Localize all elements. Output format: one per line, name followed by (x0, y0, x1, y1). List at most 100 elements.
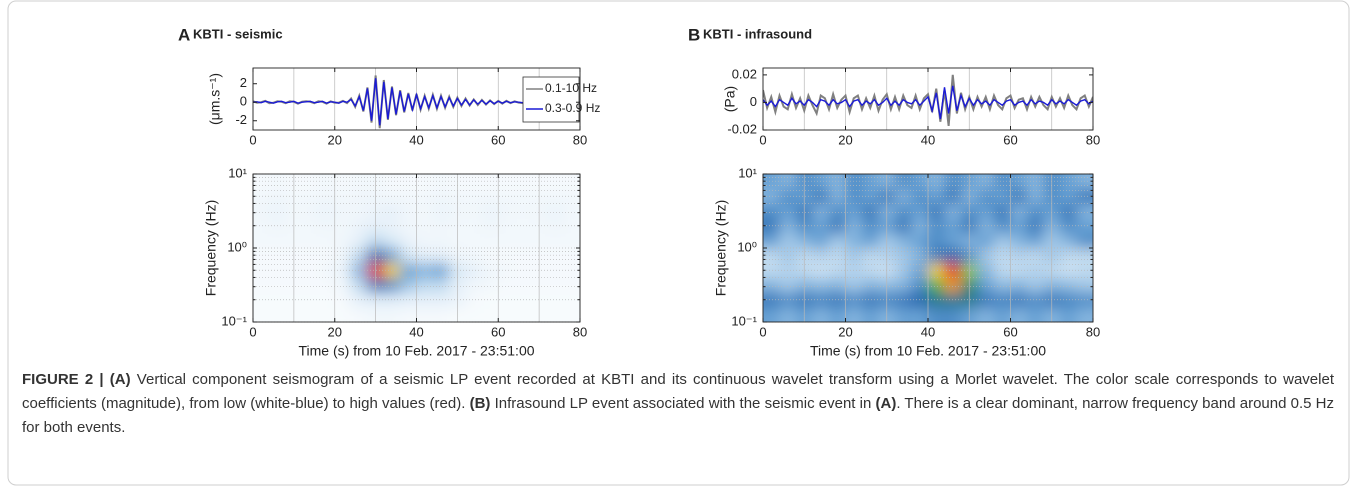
heatmap-cell (481, 307, 499, 322)
heatmap-cell (944, 248, 962, 264)
heatmap-cell (498, 233, 516, 249)
heatmap-cell (812, 277, 830, 293)
x-tick-label: 20 (838, 324, 852, 339)
y-tick-label: 2 (240, 75, 247, 90)
heatmap-cell (351, 292, 368, 308)
heatmap-cell (829, 292, 846, 308)
heatmap-cell (895, 248, 912, 264)
heatmap-cell (862, 262, 879, 279)
heatmap-cell (911, 248, 929, 264)
heatmap-cell (318, 174, 336, 190)
x-tick-label: 40 (409, 324, 423, 339)
frame (7, 0, 1350, 486)
heatmap-cell (1076, 174, 1093, 190)
heatmap-cell (383, 292, 401, 308)
heatmap-cell (514, 277, 532, 293)
heatmap-cell (1060, 174, 1077, 190)
heatmap-cell (498, 307, 516, 322)
x-tick-label: 60 (1003, 132, 1017, 147)
heatmap-cell (812, 233, 830, 249)
caption: FIGURE 2 | (A) Vertical component seismo… (22, 368, 1334, 440)
heatmap-cell (514, 174, 532, 190)
heatmap-cell (400, 188, 417, 205)
heatmap-cell (563, 174, 580, 190)
heatmap-cell (465, 174, 483, 190)
x-tick-label: 80 (573, 324, 587, 339)
heatmap-cell (563, 248, 580, 264)
heatmap-cell (465, 307, 483, 322)
heatmap-cell (351, 203, 368, 219)
heatmap-cell (977, 174, 995, 190)
x-tick-label: 60 (491, 324, 505, 339)
heatmap-cell (547, 218, 565, 234)
heatmap-cell (302, 248, 319, 264)
caption-text: FIGURE 2 | (22, 371, 110, 388)
y-tick-label: -2 (235, 112, 247, 127)
heatmap-cell (498, 174, 516, 190)
heatmap-cell (498, 248, 516, 264)
heatmap-cell (481, 174, 499, 190)
y-tick-label: 10¹ (738, 165, 757, 180)
heatmap-cell (895, 277, 912, 293)
heatmap-cell (862, 292, 879, 308)
heatmap-cell (862, 188, 879, 205)
heatmap-cell (334, 307, 352, 322)
heatmap-cell (334, 203, 352, 219)
heatmap-cell (845, 277, 863, 293)
heatmap-cell (416, 203, 434, 219)
heatmap-cell (895, 307, 912, 322)
heatmap-cell (928, 188, 945, 205)
caption-text: Infrasound LP event associated with the … (490, 395, 876, 412)
y-tick-label: 10⁰ (737, 239, 757, 254)
x-tick-label: 40 (921, 132, 935, 147)
heatmap-cell (253, 188, 270, 205)
heatmap-cell (498, 218, 516, 234)
x-tick-label: 0 (759, 324, 766, 339)
heatmap-cell (383, 203, 401, 219)
heatmap-cell (481, 203, 499, 219)
heatmap-cell (994, 174, 1011, 190)
heatmap-cell (1076, 233, 1093, 249)
heatmap-cell (994, 307, 1011, 322)
heatmap-cell (895, 203, 912, 219)
panel-title: KBTI - infrasound (703, 26, 812, 41)
heatmap-cell (383, 248, 401, 264)
heatmap-cell (862, 218, 879, 234)
heatmap-cell (383, 233, 401, 249)
x-tick-label: 60 (1003, 324, 1017, 339)
heatmap-cell (928, 218, 945, 234)
heatmap-cell (812, 307, 830, 322)
legend-label: 0.3-0.9 Hz (545, 101, 600, 115)
heatmap-cell (862, 277, 879, 293)
heatmap-cell (318, 203, 336, 219)
panel-label: A (178, 25, 190, 44)
heatmap-cell (514, 307, 532, 322)
heatmap-cell (416, 307, 434, 322)
heatmap-cell (812, 203, 830, 219)
heatmap-cell (911, 203, 929, 219)
caption-text: (A) (109, 371, 131, 388)
heatmap-cell (944, 203, 962, 219)
heatmap-cell (862, 174, 879, 190)
heatmap-cell (829, 203, 846, 219)
heatmap-cell (911, 174, 929, 190)
heatmap-cell (763, 292, 780, 308)
y-axis-label: (μm.s⁻¹) (207, 73, 223, 125)
heatmap-cell (928, 307, 945, 322)
heatmap-cell (318, 307, 336, 322)
heatmap-cell (1010, 174, 1028, 190)
heatmap-cell (1076, 203, 1093, 219)
heatmap-cell (1060, 292, 1077, 308)
y-tick-label: -0.02 (727, 121, 757, 136)
heatmap-cell (269, 277, 287, 293)
legend-label: 0.1-10 Hz (545, 81, 597, 95)
caption-text: (B) (469, 395, 491, 412)
x-tick-label: 20 (328, 132, 342, 147)
heatmap-cell (1027, 174, 1044, 190)
heatmap (253, 174, 580, 322)
heatmap (763, 174, 1093, 322)
heatmap-cell (465, 233, 483, 249)
heatmap-cell (779, 248, 797, 264)
